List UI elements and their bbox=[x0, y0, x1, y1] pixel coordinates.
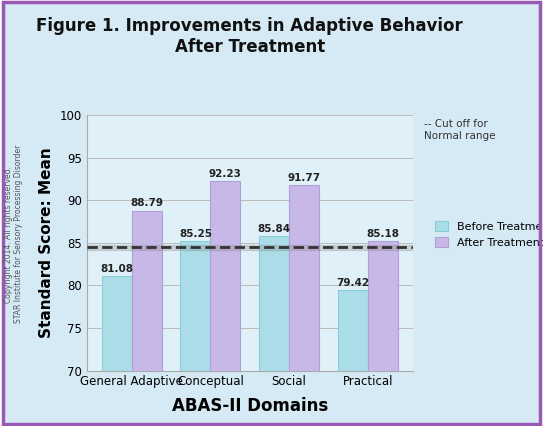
Text: -- Cut off for
Normal range: -- Cut off for Normal range bbox=[424, 119, 495, 141]
Text: 81.08: 81.08 bbox=[100, 264, 133, 274]
Text: 85.25: 85.25 bbox=[179, 229, 212, 239]
Text: 85.84: 85.84 bbox=[257, 224, 291, 233]
Bar bbox=[102, 276, 131, 426]
Legend: Before Treatment, After Treatment: Before Treatment, After Treatment bbox=[431, 218, 543, 251]
Bar bbox=[259, 236, 289, 426]
Y-axis label: Standard Score: Mean: Standard Score: Mean bbox=[39, 147, 54, 338]
X-axis label: ABAS-II Domains: ABAS-II Domains bbox=[172, 397, 328, 415]
Bar bbox=[289, 185, 319, 426]
Bar bbox=[131, 210, 162, 426]
Text: Figure 1. Improvements in Adaptive Behavior
After Treatment: Figure 1. Improvements in Adaptive Behav… bbox=[36, 17, 463, 56]
Bar bbox=[87, 245, 413, 250]
Text: 79.42: 79.42 bbox=[337, 278, 370, 288]
Text: 85.18: 85.18 bbox=[367, 229, 400, 239]
Text: 92.23: 92.23 bbox=[209, 169, 242, 179]
Bar bbox=[338, 291, 368, 426]
Bar bbox=[368, 241, 398, 426]
Text: 91.77: 91.77 bbox=[288, 173, 321, 183]
Text: 88.79: 88.79 bbox=[130, 199, 163, 208]
Bar bbox=[180, 241, 210, 426]
Text: Copyright 2014. All rights reserved.
STAR Institute for Sensory Processing Disor: Copyright 2014. All rights reserved. STA… bbox=[4, 145, 23, 323]
Bar bbox=[210, 181, 241, 426]
